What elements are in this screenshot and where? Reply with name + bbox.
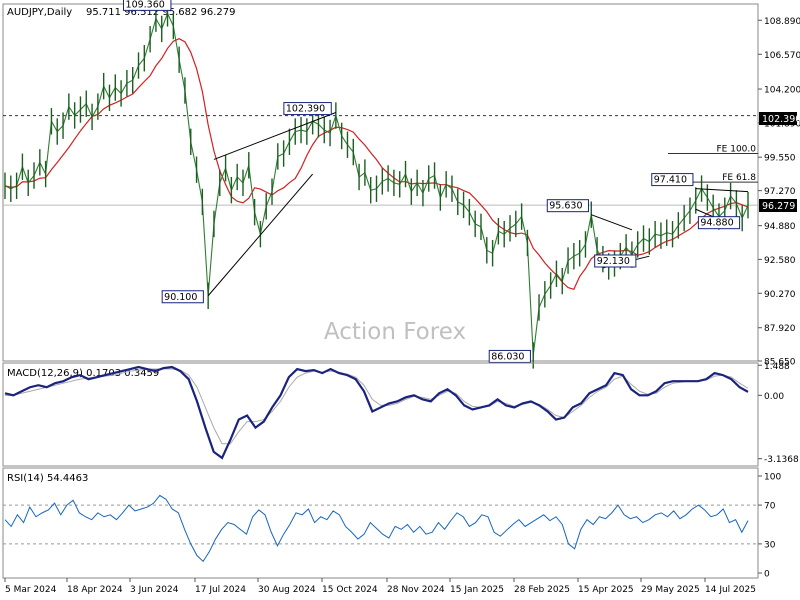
price-annotation-box [161,290,204,304]
rsi-line [4,494,749,563]
price-annotation-label: 92.130 [597,256,630,267]
price-annotation-label: 109.360 [126,0,165,10]
price-panel: Action Forex AUDJPY,Daily 95.711 96.512 … [2,0,800,369]
x-tick-label: 28 Feb 2025 [514,585,570,595]
level-price-box [759,112,797,125]
price-annotation-label: 102.390 [286,104,325,115]
macd-panel: MACD(12,26,9) 0.1703 0.3459 1.488 0.00 -3.… [2,362,799,467]
rsi-y-tick-label: 70 [764,502,776,512]
triangle-upper-trendline [591,214,633,231]
price-y-tick-label: 99.550 [764,154,796,164]
watermark: Action Forex [324,319,466,345]
price-y-tick-label: 92.580 [764,256,796,266]
price-annotation-box [123,0,172,11]
rsi-y-tick-label: 30 [764,540,776,550]
x-tick-label: 29 May 2025 [641,585,700,595]
price-annotation-box [283,102,332,116]
level-price-label: 102.390 [762,114,800,125]
current-price-label: 96.279 [762,201,795,212]
fibonacci-extension-label: FE 61.8 [722,173,756,183]
x-axis: 5 Mar 2024 18 Apr 2024 3 Jun 2024 17 Jul 20… [4,578,756,595]
rsi-panel: RSI(14) 54.4463 100 70 30 0 [2,467,781,580]
x-tick-label: 15 Jan 2025 [450,585,504,595]
wedge-upper-trendline [213,112,337,160]
fibonacci-extension-label: FE 100.0 [717,145,757,155]
rsi-title: RSI(14) 54.4463 [7,473,88,484]
price-y-tick-label: 106.570 [764,51,800,61]
x-tick-label: 15 Oct 2024 [322,585,378,595]
x-tick-label: 3 Jun 2024 [130,585,179,595]
price-title: AUDJPY,Daily [7,7,72,18]
price-y-tick-label: 97.270 [764,187,796,197]
x-tick-label: 14 Jul 2025 [705,585,756,595]
price-annotation-box [546,199,589,213]
macd-y-tick-label: 1.488 [764,362,790,372]
x-tick-label: 18 Apr 2024 [67,585,123,595]
rsi-y-tick-label: 0 [764,570,770,580]
x-tick-label: 28 Nov 2024 [387,585,445,595]
price-annotation-box [594,254,637,268]
x-tick-label: 5 Mar 2024 [5,585,57,595]
price-annotation-label: 94.880 [700,218,733,229]
x-tick-label: 30 Aug 2024 [258,585,316,595]
price-y-tick-label: 104.200 [764,86,800,96]
price-y-tick-label: 85.650 [764,358,796,368]
price-annotation-label: 90.100 [164,292,197,303]
price-annotation-box [697,216,741,230]
price-ohlc: 95.711 96.512 95.682 96.279 [86,7,236,18]
price-y-tick-label: 108.890 [764,17,800,27]
rsi-y-tick-label: 100 [764,473,781,483]
macd-y-tick-label: -3.1368 [764,455,799,465]
macd-title: MACD(12,26,9) 0.1703 0.3459 [7,368,159,379]
flag-upper-trendline [695,188,749,193]
current-price-box [759,199,797,212]
price-y-tick-label: 87.920 [764,324,796,334]
x-tick-label: 17 Jul 2024 [195,585,246,595]
price-y-tick-label: 90.270 [764,290,796,300]
price-annotation-label: 95.630 [549,201,582,212]
price-annotation-box [488,349,531,363]
x-tick-label: 15 Apr 2025 [578,585,634,595]
price-y-tick-label: 94.880 [764,222,796,232]
price-annotation-label: 86.030 [491,351,524,362]
macd-y-tick-label: 0.00 [764,392,784,402]
wedge-lower-trendline [207,173,314,297]
price-annotation-label: 97.410 [654,175,687,186]
macd-line [4,365,749,460]
price-annotation-box [651,173,694,187]
